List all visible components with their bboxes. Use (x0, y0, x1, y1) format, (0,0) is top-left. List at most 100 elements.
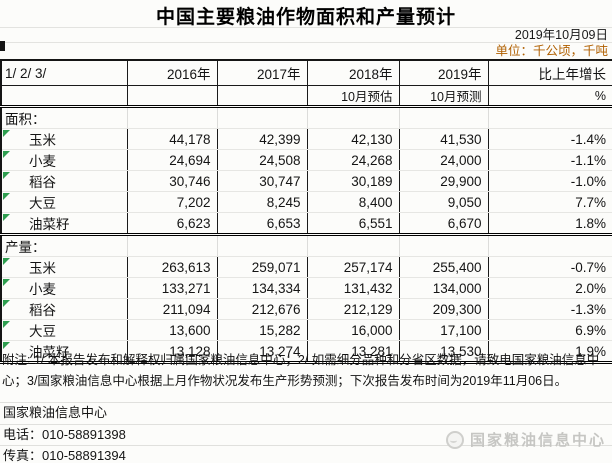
value-2018: 13,281 (307, 340, 400, 363)
header-row-sub: 10月预估 10月预测 % (1, 85, 612, 108)
value-2016: 24,694 (127, 149, 218, 171)
value-2019: 17,100 (399, 319, 489, 341)
crop-name: 小麦 (29, 282, 56, 297)
value-growth: -1.3% (488, 298, 612, 320)
value-2017: 6,653 (217, 212, 308, 236)
value-2016: 7,202 (127, 191, 218, 213)
value-2017: 212,676 (217, 298, 308, 320)
value-2016: 6,623 (127, 212, 218, 236)
value-2019: 41,530 (399, 128, 489, 150)
data-table: 1/ 2/ 3/ 2016年 2017年 2018年 2019年 比上年增长 1… (0, 59, 612, 364)
value-2019: 6,670 (399, 212, 489, 236)
value-2017: 134,334 (217, 277, 308, 299)
section-row-area: 面积： (1, 106, 612, 129)
value-2018: 8,400 (307, 191, 400, 213)
comment-flag-icon (3, 279, 10, 286)
value-2019: 255,400 (399, 256, 489, 278)
col-header-2019: 2019年 (399, 60, 489, 86)
report-date: 2019年10月09日 (514, 28, 608, 42)
value-growth: -1.4% (488, 128, 612, 150)
header-row-years: 1/ 2/ 3/ 2016年 2017年 2018年 2019年 比上年增长 (1, 60, 612, 86)
comment-flag-icon (3, 193, 10, 200)
footnote: 附注: 1/ 本报告发布和解释权归属国家粮油信息中心；2/ 如需细分品种和分省区… (2, 350, 612, 392)
value-2017: 8,245 (217, 191, 308, 213)
col-header-2016: 2016年 (127, 60, 218, 86)
crop-name: 油菜籽 (29, 217, 70, 232)
crop-name: 大豆 (29, 196, 56, 211)
value-2016: 211,094 (127, 298, 218, 320)
crop-name: 小麦 (29, 154, 56, 169)
table-row-area-soybean: 大豆 7,202 8,245 8,400 9,050 7.7% (1, 191, 612, 213)
value-2016: 13,600 (127, 319, 218, 341)
subheader-empty (1, 85, 128, 108)
value-2019: 134,000 (399, 277, 489, 299)
subheader-empty (127, 85, 218, 108)
comment-flag-icon (3, 321, 10, 328)
table-row-area-rapeseed: 油菜籽 6,623 6,653 6,551 6,670 1.8% (1, 212, 612, 236)
value-2017: 259,071 (217, 256, 308, 278)
col-header-2017: 2017年 (217, 60, 308, 86)
gridline (0, 42, 612, 43)
section-label-production: 产量： (1, 234, 128, 257)
value-growth: 6.9% (488, 319, 612, 341)
value-2017: 42,399 (217, 128, 308, 150)
crop-name: 稻谷 (29, 303, 56, 318)
footer-fax: 传真：010-58891394 (0, 445, 612, 463)
page-title: 中国主要粮油作物面积和产量预计 (155, 7, 456, 28)
value-2017: 30,747 (217, 170, 308, 192)
crop-name: 大豆 (29, 324, 56, 339)
value-2018: 131,432 (307, 277, 400, 299)
value-2019: 13,530 (399, 340, 489, 363)
table-row-area-corn: 玉米 44,178 42,399 42,130 41,530 -1.4% (1, 128, 612, 150)
comment-flag-icon (3, 342, 10, 349)
crop-name: 玉米 (29, 133, 56, 148)
subheader-percent: % (488, 85, 612, 108)
value-2018: 30,189 (307, 170, 400, 192)
table-row-area-rice: 稻谷 30,746 30,747 30,189 29,900 -1.0% (1, 170, 612, 192)
crop-name: 油菜籽 (29, 345, 70, 360)
comment-flag-icon (3, 300, 10, 307)
crop-name: 稻谷 (29, 175, 56, 190)
col-header-growth: 比上年增长 (488, 60, 612, 86)
value-2018: 257,174 (307, 256, 400, 278)
value-2018: 6,551 (307, 212, 400, 236)
value-growth: -0.7% (488, 256, 612, 278)
value-growth: -1.0% (488, 170, 612, 192)
table-row-prod-rapeseed: 油菜籽 13,128 13,274 13,281 13,530 1.9% (1, 340, 612, 363)
watermark: 国家粮油信息中心 (445, 429, 606, 450)
footnote-line-1: 附注: 1/ 本报告发布和解释权归属国家粮油信息中心；2/ 如需细分品种和分省区… (2, 353, 600, 367)
comment-flag-icon (3, 151, 10, 158)
value-2019: 9,050 (399, 191, 489, 213)
value-2016: 13,128 (127, 340, 218, 363)
value-growth: -1.1% (488, 149, 612, 171)
comment-flag-icon (3, 172, 10, 179)
col-header-notes: 1/ 2/ 3/ (1, 60, 128, 86)
unit-label: 单位：千公顷，千吨 (495, 44, 608, 58)
value-2019: 29,900 (399, 170, 489, 192)
comment-flag-icon (3, 258, 10, 265)
value-2018: 212,129 (307, 298, 400, 320)
value-growth: 2.0% (488, 277, 612, 299)
col-header-2018: 2018年 (307, 60, 400, 86)
value-growth: 7.7% (488, 191, 612, 213)
value-2018: 16,000 (307, 319, 400, 341)
value-2016: 133,271 (127, 277, 218, 299)
edge-artifact (0, 41, 5, 51)
subheader-empty (217, 85, 308, 108)
comment-flag-icon (3, 214, 10, 221)
value-2017: 13,274 (217, 340, 308, 363)
value-growth: 1.9% (575, 343, 606, 359)
section-row-production: 产量： (1, 234, 612, 257)
value-2016: 263,613 (127, 256, 218, 278)
org-logo-icon (445, 430, 464, 449)
value-2016: 30,746 (127, 170, 218, 192)
table-row-prod-wheat: 小麦 133,271 134,334 131,432 134,000 2.0% (1, 277, 612, 299)
comment-flag-icon (3, 130, 10, 137)
value-2018: 24,268 (307, 149, 400, 171)
watermark-text: 国家粮油信息中心 (469, 432, 606, 449)
footer-org: 国家粮油信息中心 (0, 402, 612, 423)
value-growth: 1.8% (488, 212, 612, 236)
table-row-prod-soybean: 大豆 13,600 15,282 16,000 17,100 6.9% (1, 319, 612, 341)
value-2019: 24,000 (399, 149, 489, 171)
